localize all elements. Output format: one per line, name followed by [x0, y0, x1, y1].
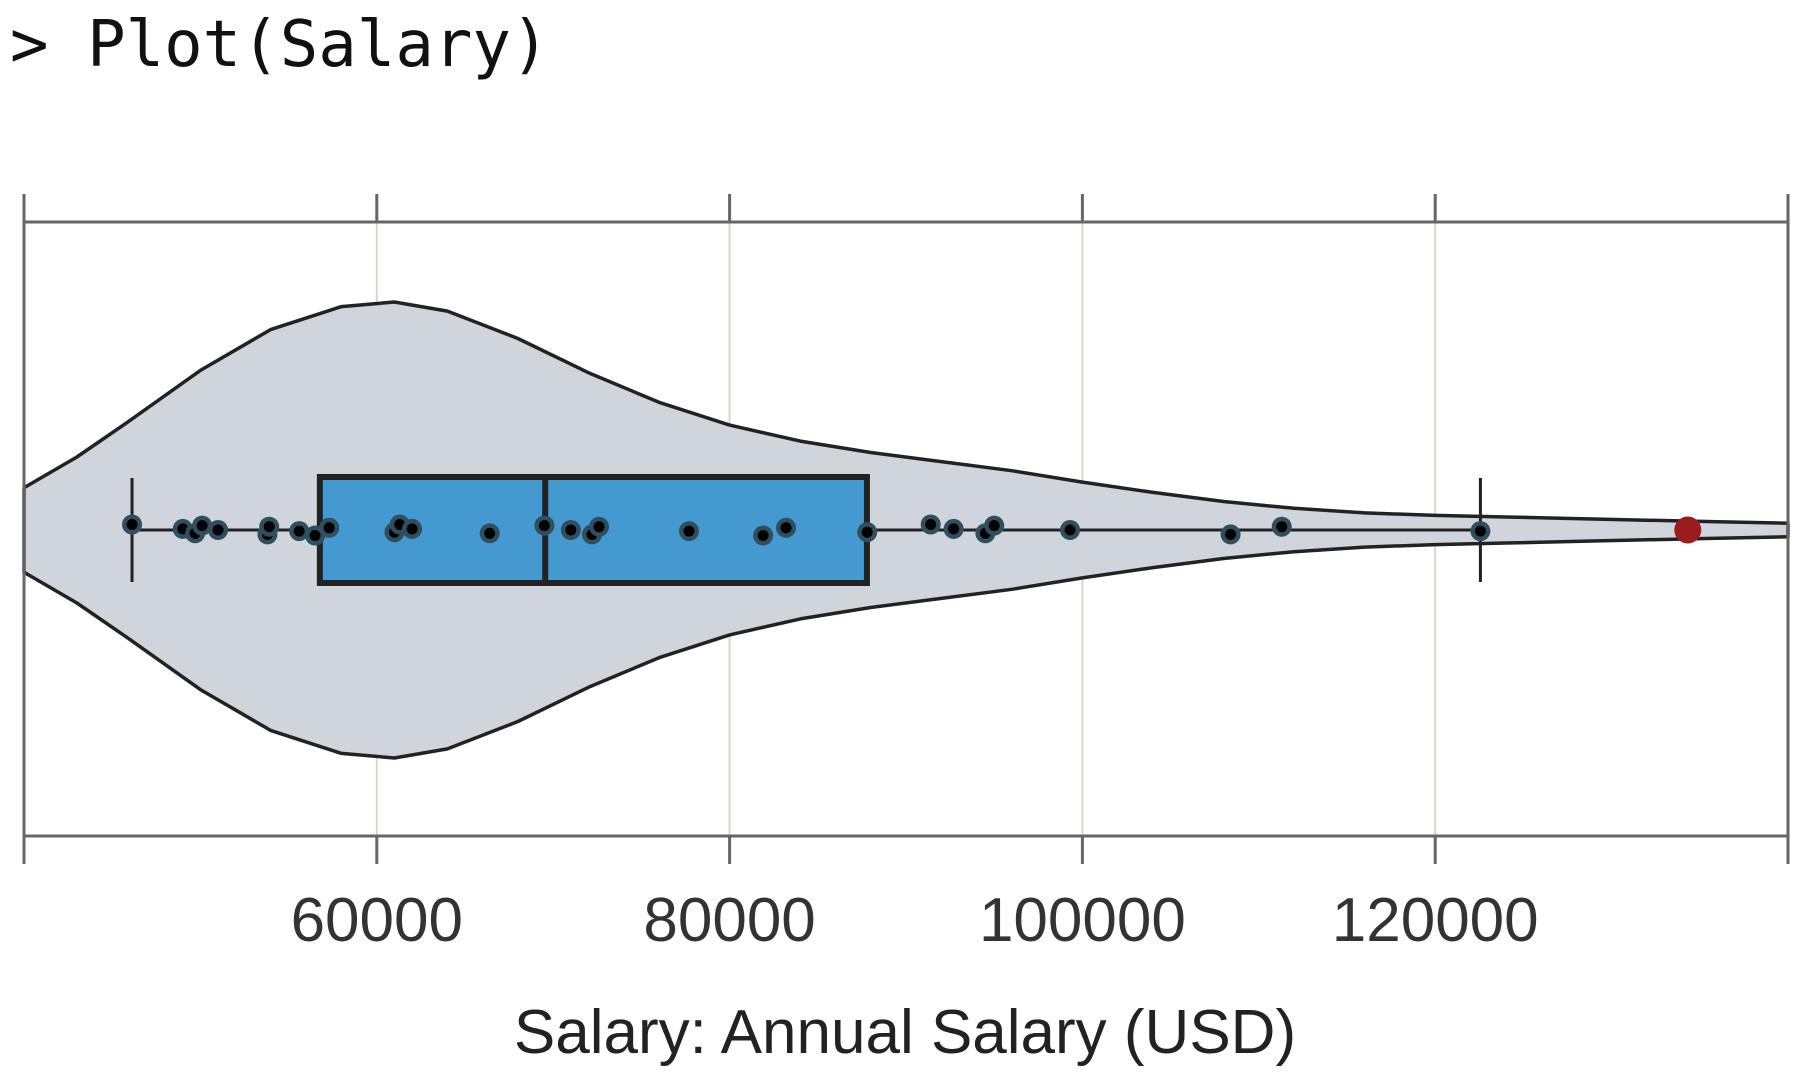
- console-command-line: > Plot(Salary): [10, 8, 549, 82]
- data-point: [920, 514, 941, 535]
- data-point: [534, 515, 555, 536]
- data-point: [259, 516, 280, 537]
- data-point-dot: [263, 521, 275, 533]
- data-point-dot: [538, 520, 550, 532]
- data-point: [776, 517, 797, 538]
- data-point: [208, 520, 229, 540]
- console-command: Plot(Salary): [87, 8, 550, 82]
- tick-label-80000: 80000: [643, 886, 815, 955]
- data-point: [560, 520, 581, 540]
- data-point-dot: [1474, 525, 1486, 537]
- data-point-dot: [988, 520, 1000, 532]
- data-point-dot: [212, 524, 224, 536]
- data-point-dot: [861, 526, 873, 538]
- data-point: [753, 525, 774, 546]
- data-point: [402, 518, 423, 539]
- data-point-dot: [126, 519, 138, 530]
- data-point-dot: [196, 520, 208, 532]
- data-point: [479, 523, 500, 544]
- axis-ticks: [22, 194, 1790, 864]
- plot-frame: [22, 220, 1790, 838]
- data-point-dot: [484, 527, 496, 539]
- data-point-dot: [780, 522, 792, 534]
- data-point-dot: [683, 525, 695, 537]
- data-point: [589, 516, 610, 537]
- tick-label-60000: 60000: [291, 886, 463, 955]
- data-point: [1271, 516, 1292, 537]
- data-point: [122, 514, 143, 535]
- data-point: [679, 521, 700, 542]
- tick-label-100000: 100000: [979, 886, 1186, 955]
- data-point-dot: [293, 525, 305, 537]
- tick-labels: 60000 80000 100000 120000: [291, 886, 1539, 955]
- data-point-dot: [948, 523, 960, 535]
- outlier-point: [1674, 516, 1702, 544]
- data-point: [1470, 521, 1491, 542]
- data-point: [289, 521, 310, 542]
- outlier-points: [1674, 516, 1702, 544]
- data-point-dot: [565, 524, 577, 536]
- data-point-dot: [1064, 524, 1076, 536]
- console-prompt: >: [10, 8, 49, 82]
- data-point: [192, 515, 213, 536]
- data-point-dot: [1276, 521, 1288, 533]
- data-point: [319, 517, 340, 538]
- data-point: [857, 522, 878, 543]
- data-point-dot: [925, 519, 937, 530]
- data-point-dot: [757, 530, 769, 541]
- data-point: [984, 515, 1005, 536]
- data-point-dot: [1225, 528, 1237, 540]
- tick-label-120000: 120000: [1332, 886, 1539, 955]
- data-point-dot: [309, 530, 321, 541]
- x-axis-title: Salary: Annual Salary (USD): [514, 998, 1296, 1067]
- data-point-dot: [593, 521, 605, 533]
- data-point-dot: [323, 522, 335, 534]
- data-points: [122, 514, 1491, 546]
- data-point: [1060, 520, 1081, 540]
- data-point: [943, 518, 964, 539]
- data-point-dot: [406, 523, 418, 535]
- data-point: [1220, 524, 1241, 545]
